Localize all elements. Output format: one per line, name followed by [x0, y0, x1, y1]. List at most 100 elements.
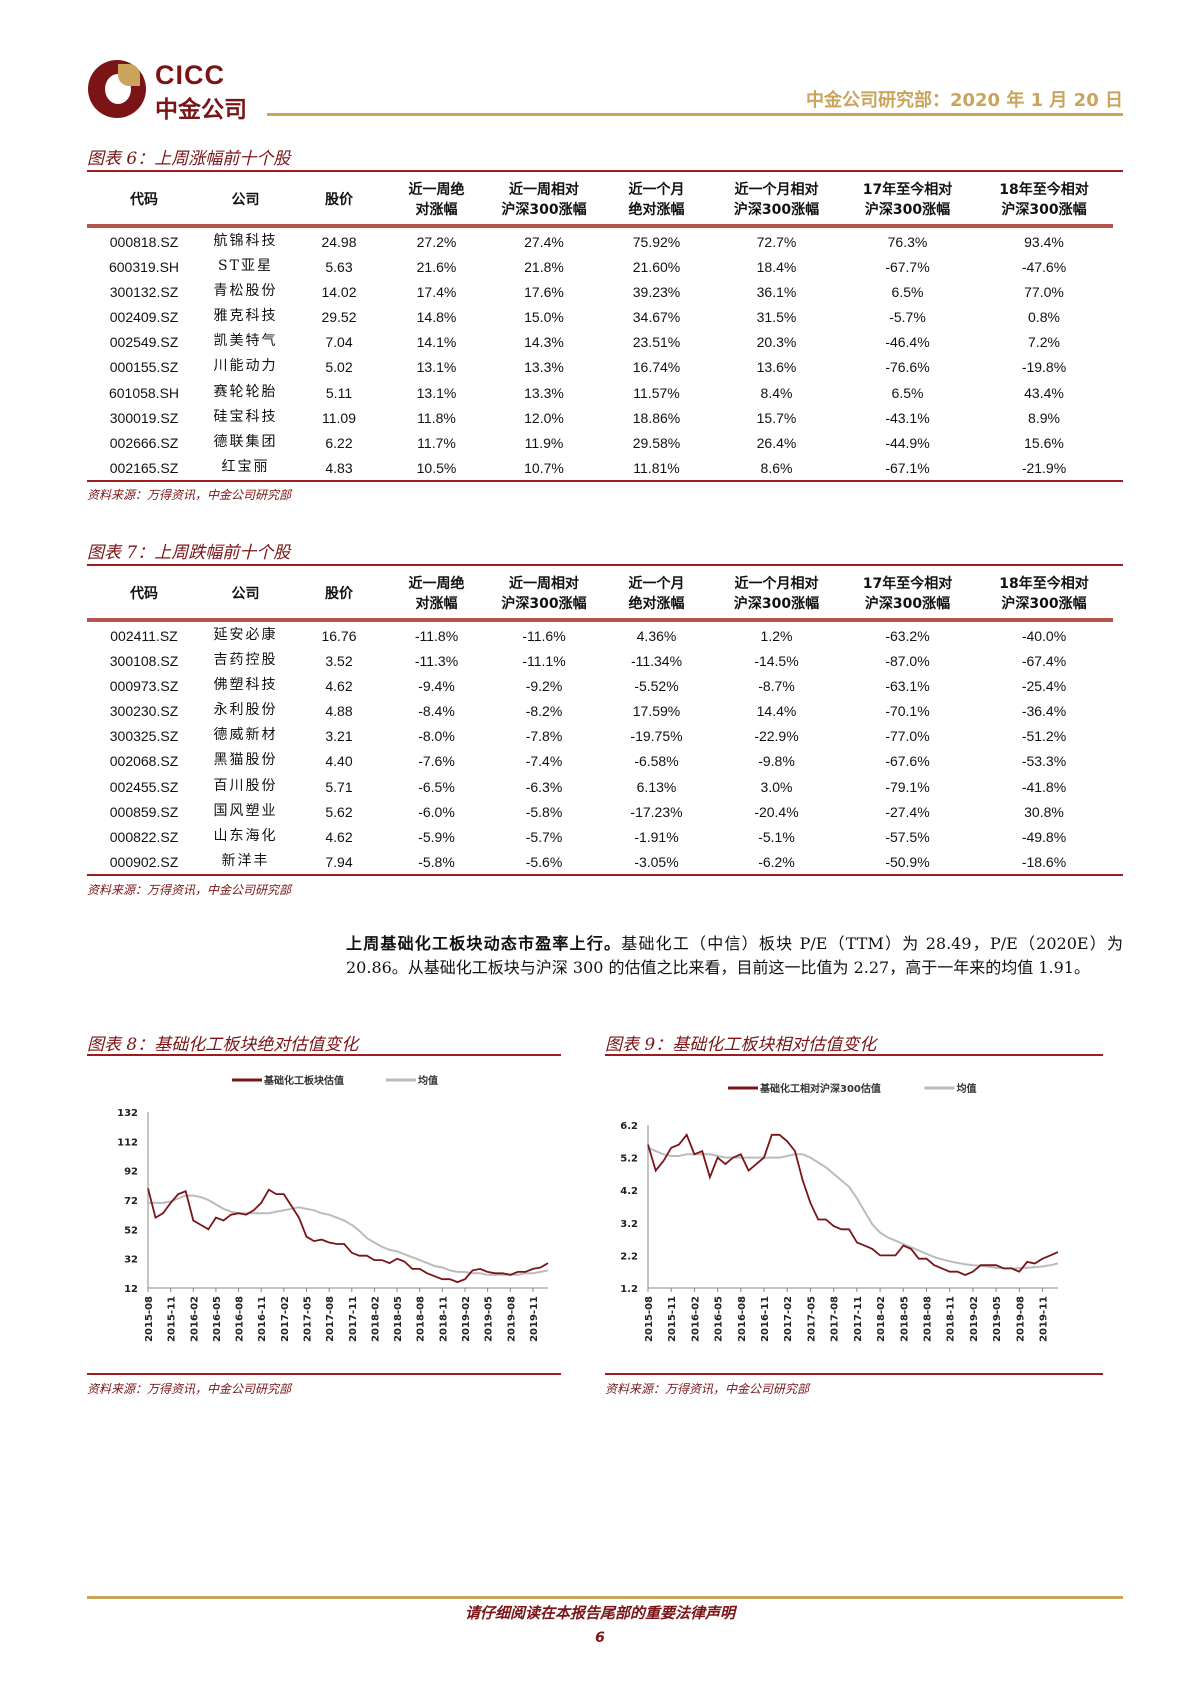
month-rel-change: 72.7% [756, 234, 797, 250]
month-rel-change: 13.6% [756, 359, 797, 376]
x-tick-label: 2018-11 [946, 1296, 957, 1342]
week-abs-change: -8.4% [418, 703, 455, 720]
company-name: 川能动力 [213, 358, 278, 375]
month-rel-change: 15.7% [756, 409, 797, 426]
week-abs-change: 21.6% [416, 259, 457, 276]
month-rel-change: -8.7% [758, 678, 795, 695]
month-abs-change: 4.36% [636, 628, 677, 644]
since-2017-rel: -77.0% [885, 728, 930, 745]
week-rel-change: 11.9% [524, 434, 564, 451]
company-name: 航锦科技 [213, 233, 278, 249]
stock-price: 4.62 [325, 678, 353, 695]
week-abs-change: -6.0% [418, 803, 455, 820]
month-abs-change: 21.60% [632, 259, 681, 276]
table-top-losers: 代码 公司 股价 近一周绝 对涨幅 近一周相对 沪深300涨幅 近一个月 绝对涨幅 近一个月… [87, 570, 1113, 875]
y-tick-label: 12 [124, 1284, 138, 1295]
column-header: 17年至今相对 沪深300涨幅 [862, 182, 953, 218]
paragraph-lead: 上周基础化工板块动态市盈率上行。 [346, 934, 622, 953]
page-number: 6 [595, 1630, 605, 1646]
month-abs-change: 16.74% [632, 359, 681, 376]
column-header: 代码 [130, 192, 158, 208]
chart9-title: 图表 9：基础化工板块相对估值变化 [605, 1035, 877, 1055]
x-tick-label: 2018-08 [416, 1296, 427, 1342]
column-header: 18年至今相对 沪深300涨幅 [999, 576, 1089, 612]
company-name: 红宝丽 [221, 458, 270, 475]
week-rel-change: 17.6% [524, 284, 564, 301]
company-name: 德威新材 [213, 727, 278, 744]
company-name: 佛塑科技 [213, 677, 278, 694]
x-tick-label: 2018-08 [922, 1296, 933, 1342]
month-rel-change: 20.3% [756, 334, 797, 351]
column-header: 17年至今相对 沪深300涨幅 [862, 576, 953, 612]
week-abs-change: -8.0% [418, 728, 455, 745]
week-rel-change: -9.2% [525, 678, 563, 695]
x-tick-label: 2018-05 [899, 1296, 910, 1342]
stock-price: 5.11 [325, 384, 353, 401]
stock-code: 300230.SZ [109, 703, 179, 720]
stock-price: 5.71 [325, 778, 353, 795]
stock-code: 000155.SZ [109, 359, 179, 376]
since-2017-rel: -70.1% [885, 703, 930, 720]
x-tick-label: 2017-02 [280, 1296, 291, 1342]
table-row: 000902.SZ 新洋丰 7.94 -5.8% -5.6% -3.05% -6.2% -50… [90, 850, 1113, 875]
stock-price: 4.40 [325, 753, 353, 770]
stock-code: 300019.SZ [109, 409, 179, 426]
company-name: 雅克科技 [213, 308, 278, 325]
company-name: 硅宝科技 [213, 408, 278, 425]
table-row: 000818.SZ 航锦科技 24.98 27.2% 27.4% 75.92% 72.7% 7… [90, 230, 1113, 255]
week-rel-change: -6.3% [525, 778, 563, 795]
table1-bottom-rule [87, 480, 1123, 482]
since-2018-rel: -36.4% [1021, 703, 1067, 720]
stock-price: 5.63 [325, 259, 353, 276]
week-rel-change: -5.8% [525, 803, 563, 820]
column-header: 近一周绝 对涨幅 [408, 182, 465, 218]
column-header: 18年至今相对 沪深300涨幅 [999, 182, 1089, 218]
x-tick-label: 2016-02 [690, 1296, 701, 1342]
x-tick-label: 2017-08 [830, 1296, 841, 1342]
column-header: 代码 [130, 586, 158, 602]
week-rel-change: -5.6% [525, 853, 563, 870]
month-abs-change: 75.92% [632, 234, 681, 250]
month-rel-change: 26.4% [756, 434, 797, 451]
month-abs-change: 6.13% [636, 778, 677, 795]
since-2017-rel: -63.1% [885, 678, 930, 695]
week-abs-change: -5.9% [418, 828, 455, 845]
company-name: 新洋丰 [221, 852, 270, 869]
week-abs-change: 11.8% [417, 409, 456, 426]
week-abs-change: 11.7% [417, 434, 456, 451]
month-rel-change: -5.1% [758, 828, 795, 845]
stock-code: 000859.SZ [109, 803, 179, 820]
x-tick-label: 2019-11 [1039, 1296, 1050, 1342]
table-row: 002068.SZ 黑猫股份 4.40 -7.6% -7.4% -6.58% -9.8% -6… [90, 749, 1113, 774]
header-date: 中金公司研究部：2020 年 1 月 20 日 [805, 90, 1123, 111]
week-abs-change: 13.1% [416, 384, 457, 401]
valuation-line [647, 1133, 1059, 1276]
month-rel-change: -22.9% [754, 728, 799, 745]
y-tick-label: 32 [124, 1255, 138, 1266]
column-header: 近一个月相对 沪深300涨幅 [733, 182, 820, 218]
since-2018-rel: -49.8% [1021, 828, 1067, 845]
x-tick-label: 2015-08 [644, 1296, 655, 1342]
x-tick-label: 2016-02 [189, 1296, 200, 1342]
x-tick-label: 2017-05 [806, 1296, 817, 1342]
x-tick-label: 2016-05 [212, 1296, 223, 1342]
month-abs-change: 18.86% [632, 409, 681, 426]
since-2017-rel: -76.6% [885, 359, 930, 376]
month-rel-change: -6.2% [758, 853, 795, 870]
month-rel-change: -20.4% [754, 803, 799, 820]
x-tick-label: 2019-08 [1015, 1296, 1026, 1342]
since-2018-rel: 77.0% [1024, 284, 1064, 301]
month-rel-change: -14.5% [754, 653, 799, 670]
x-tick-label: 2015-11 [167, 1296, 178, 1342]
table-row: 600319.SH ST亚星 5.63 21.6% 21.8% 21.60% 18.4% -6… [90, 255, 1113, 280]
table-row: 601058.SH 赛轮轮胎 5.11 13.1% 13.3% 11.57% 8.4% 6.5… [90, 381, 1113, 406]
month-abs-change: 34.67% [632, 309, 681, 326]
stock-code: 002068.SZ [109, 753, 179, 770]
week-rel-change: -11.6% [522, 628, 566, 644]
month-abs-change: -5.52% [634, 678, 679, 695]
table-row: 300230.SZ 永利股份 4.88 -8.4% -8.2% 17.59% 14.4% -7… [90, 699, 1113, 724]
x-tick-label: 2017-05 [302, 1296, 313, 1342]
chart8-top-rule [87, 1054, 561, 1056]
stock-price: 16.76 [321, 628, 357, 644]
